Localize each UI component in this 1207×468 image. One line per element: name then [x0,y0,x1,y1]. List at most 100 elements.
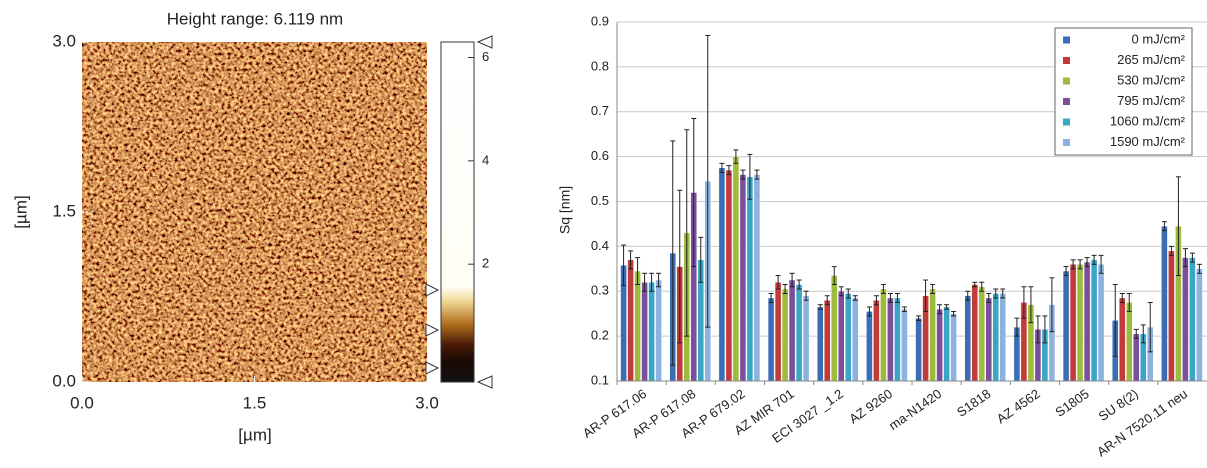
map-title: Height range: 6.119 nm [167,9,343,28]
bar [929,288,936,382]
error-bar [824,295,830,306]
legend-label: 0 mJ/cm² [1132,31,1186,46]
colorbar-marker [425,283,440,297]
error-bar [838,286,844,297]
bar [1161,225,1168,382]
error-bar [649,272,655,292]
error-bar [1070,259,1076,270]
x-tick-label: AR-N 7520.11 neu [1094,386,1190,459]
bar [1090,259,1098,382]
error-bar [817,304,823,310]
height-map [82,42,427,382]
legend-label: 1590 mJ/cm² [1110,134,1186,149]
y-tick-label: 0.7 [591,103,609,118]
error-bar [768,292,774,303]
error-bar [635,257,641,286]
legend-swatch [1063,118,1070,126]
error-bar [719,162,725,173]
bar [648,282,655,382]
bar [992,293,999,382]
error-bar [782,284,788,294]
error-bar [796,279,802,290]
bar [1119,297,1126,382]
bar [774,282,782,382]
legend-swatch [1063,57,1070,64]
bar [641,282,648,382]
error-bar [1021,286,1027,319]
error-bar [1091,254,1097,265]
bar [943,306,950,382]
bar [964,295,971,382]
bar [634,270,641,382]
bar [887,297,894,382]
error-bar [1161,221,1167,232]
y-tick-label: 0.6 [591,148,609,163]
x-tick-label: ma-N1420 [886,386,944,433]
error-bar [1014,317,1020,337]
colorbar-tick-label: 4 [482,152,489,167]
y-tick-label: 0.1 [591,372,609,387]
error-bar [937,304,943,315]
legend-label: 1060 mJ/cm² [1110,113,1186,128]
bar [901,309,908,382]
bar [936,309,943,382]
error-bar [1084,257,1090,268]
x-tick-label: S1818 [954,386,993,420]
colorbar-tick-label: 2 [482,256,489,271]
error-bar [831,266,837,286]
error-bar [1189,252,1195,263]
error-bar [993,288,999,299]
error-bar [705,34,711,328]
error-bar [677,189,683,344]
bar [1189,257,1196,382]
bar-panel: Sq [nm] 0.10.20.30.40.50.60.70.80.9AR-P … [557,13,1207,459]
legend-swatch [1063,36,1070,44]
error-bar [916,315,922,321]
x-tick-label: AZ 4562 [994,386,1043,426]
bar [1083,261,1091,382]
error-bar [754,169,760,180]
bar [817,306,824,382]
bar [971,284,978,382]
colorbar-marker [425,361,440,375]
bar [873,300,880,382]
legend-box [1054,27,1193,156]
legend-label: 265 mJ/cm² [1117,52,1186,67]
legend-swatch [1063,98,1070,105]
error-bar [1133,328,1139,339]
bar [894,297,901,382]
bar [915,317,922,382]
error-bar [670,140,676,366]
y-tick-label: 3.0 [52,31,76,50]
error-bar [747,153,753,200]
bar [788,279,796,382]
error-bar [1063,266,1069,277]
bar [978,286,985,382]
error-bar [1126,292,1132,312]
y-tick-label: 0.4 [591,238,609,253]
bar [999,293,1006,382]
error-bar [1168,245,1174,256]
error-bar [733,149,739,164]
y-tick-label: 0.2 [591,328,609,343]
error-bar [887,292,893,303]
bar [753,174,761,382]
legend-label: 795 mJ/cm² [1117,93,1186,108]
bar [725,169,733,382]
error-bar [1147,301,1153,353]
legend-label: 530 mJ/cm² [1117,72,1186,87]
bar [950,313,957,382]
y-tick-label: 0.8 [591,58,609,73]
bar [718,167,726,382]
error-bar [951,310,957,317]
error-bar [923,279,929,312]
error-bar [1140,324,1146,344]
error-bar [873,295,879,306]
error-bar [1077,259,1083,270]
error-bar [628,250,634,270]
bar [1168,250,1175,382]
bar [1133,333,1140,382]
error-bar [1112,284,1118,357]
bar [985,297,992,382]
